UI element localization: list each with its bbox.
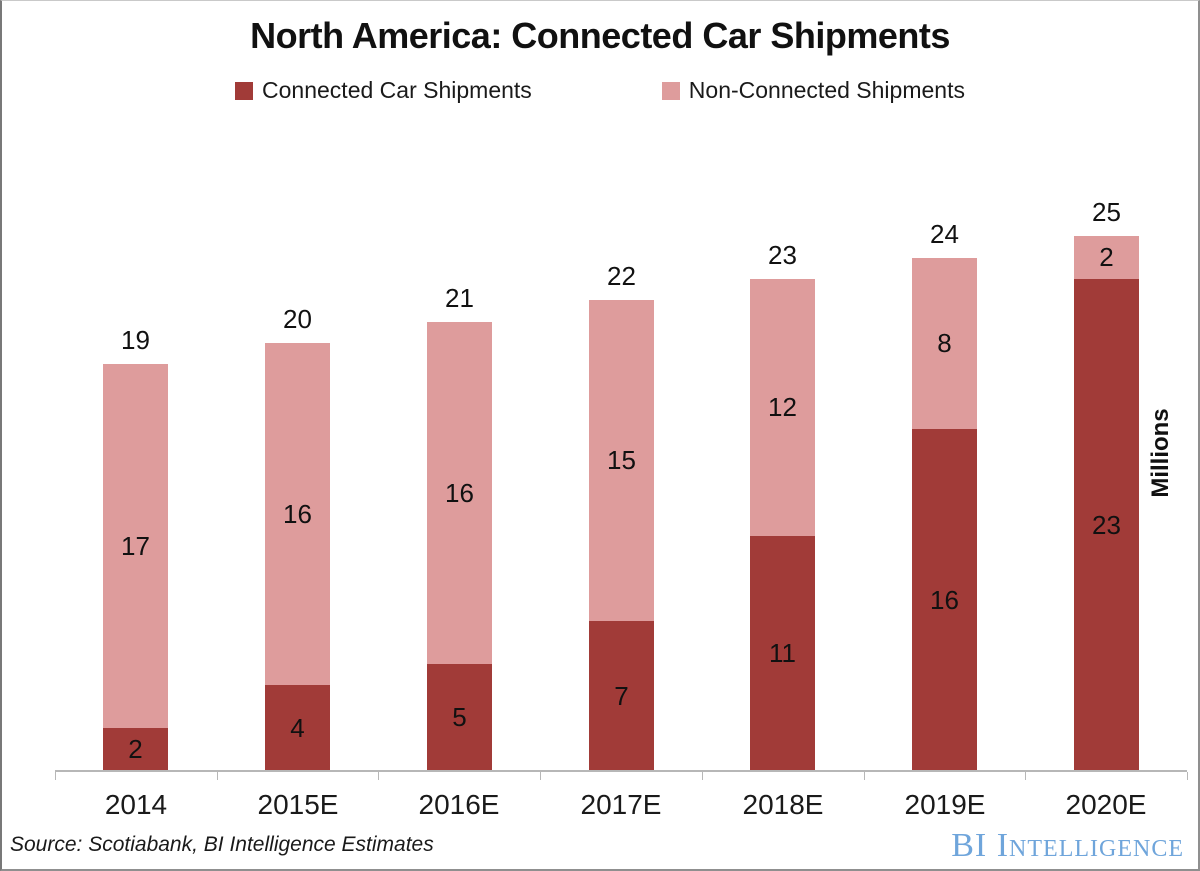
bar-2016E: 21 16 5	[427, 283, 492, 771]
bar-2017E: 22 15 7	[589, 261, 654, 771]
legend-swatch-connected-icon	[235, 81, 254, 100]
x-axis-label-2016E: 2016E	[418, 789, 500, 820]
x-axis-tick	[1025, 772, 1026, 780]
bar-total-label-2018E: 23	[768, 240, 797, 270]
x-axis-label-2017E: 2017E	[580, 789, 662, 820]
x-axis-tick	[540, 772, 541, 780]
legend-label-non-connected: Non-Connected Shipments	[688, 77, 965, 103]
x-axis-label-2015E: 2015E	[257, 789, 339, 820]
source-note: Source: Scotiabank, BI Intelligence Esti…	[10, 833, 434, 856]
bar-segment-non-connected-2019E: 8	[912, 258, 977, 429]
plot-area: 19 17 2 20 16 4 21 16 5 22 15 7 23 12 11 24 8 16 25 2 23	[55, 181, 1187, 771]
x-axis-tick	[702, 772, 703, 780]
legend-item-connected: Connected Car Shipments	[235, 77, 532, 104]
bar-segment-connected-2020E: 23	[1074, 279, 1139, 771]
x-axis-tick	[378, 772, 379, 780]
x-axis-tick	[1187, 772, 1188, 780]
bar-segment-connected-2019E: 16	[912, 429, 977, 771]
bi-intelligence-logo: BI Intelligence	[951, 827, 1184, 864]
bar-segment-non-connected-2018E: 12	[750, 279, 815, 536]
x-axis-line	[55, 770, 1187, 772]
chart-title: North America: Connected Car Shipments	[250, 15, 950, 56]
bar-total-label-2019E: 24	[930, 219, 959, 249]
bar-segment-connected-2017E: 7	[589, 621, 654, 771]
bar-segment-connected-2014: 2	[103, 728, 168, 771]
x-axis-label-2019E: 2019E	[904, 789, 986, 820]
bar-2014: 19 17 2	[103, 325, 168, 771]
bar-segment-connected-2018E: 11	[750, 536, 815, 771]
bar-total-label-2016E: 21	[445, 283, 474, 313]
bar-total-label-2015E: 20	[283, 304, 312, 334]
bar-segment-non-connected-2015E: 16	[265, 343, 330, 685]
legend-swatch-non-connected-icon	[661, 81, 680, 100]
x-axis-label-2018E: 2018E	[742, 789, 824, 820]
legend-item-non-connected: Non-Connected Shipments	[661, 77, 965, 104]
bar-total-label-2017E: 22	[607, 261, 636, 291]
bar-total-label-2014: 19	[121, 325, 150, 355]
x-axis-tick	[55, 772, 56, 780]
x-axis-label-2020E: 2020E	[1065, 789, 1147, 820]
y-axis-title: Millions	[1147, 408, 1174, 498]
bar-2018E: 23 12 11	[750, 240, 815, 771]
bar-2015E: 20 16 4	[265, 304, 330, 771]
bar-2019E: 24 8 16	[912, 219, 977, 771]
x-axis-tick	[217, 772, 218, 780]
x-axis-tick	[864, 772, 865, 780]
bar-segment-connected-2016E: 5	[427, 664, 492, 771]
bar-total-label-2020E: 25	[1092, 197, 1121, 227]
bar-segment-non-connected-2017E: 15	[589, 300, 654, 621]
bar-segment-non-connected-2014: 17	[103, 364, 168, 728]
x-axis-label-2014: 2014	[104, 789, 168, 820]
legend-label-connected: Connected Car Shipments	[262, 77, 532, 103]
bar-segment-non-connected-2020E: 2	[1074, 236, 1139, 279]
bar-segment-non-connected-2016E: 16	[427, 322, 492, 664]
legend: Connected Car Shipments Non-Connected Sh…	[2, 77, 1198, 104]
bar-segment-connected-2015E: 4	[265, 685, 330, 771]
bar-2020E: 25 2 23	[1074, 197, 1139, 771]
